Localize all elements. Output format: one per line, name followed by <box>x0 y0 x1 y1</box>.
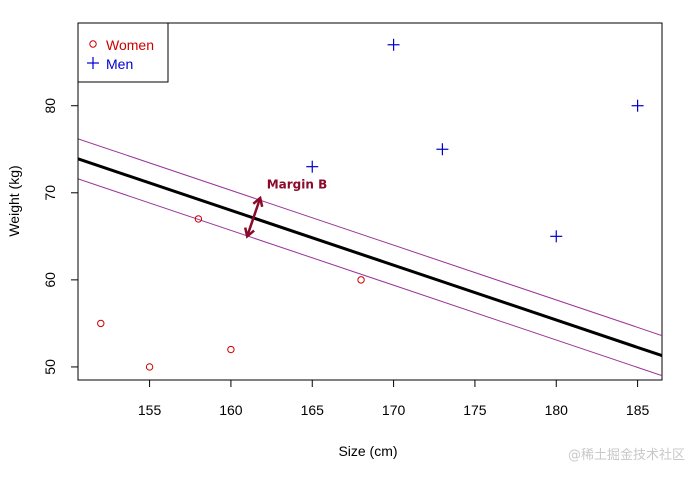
women-point-3 <box>227 345 235 354</box>
y-tick-label-60: 60 <box>42 272 58 288</box>
points-layer <box>97 38 644 371</box>
decision-boundary-line <box>78 157 662 358</box>
men-point-4 <box>631 99 644 112</box>
x-tick-label-165: 165 <box>301 402 325 418</box>
x-tick-label-180: 180 <box>545 402 569 418</box>
margin-label: Margin B <box>267 177 328 191</box>
legend-box <box>77 22 169 83</box>
annotation-layer: Margin B <box>243 177 328 239</box>
women-point-4 <box>357 276 365 284</box>
x-tick-label-155: 155 <box>138 402 162 418</box>
y-tick-label-50: 50 <box>42 359 58 375</box>
upper-margin-line <box>78 138 662 337</box>
x-axis-label: Size (cm) <box>338 443 397 459</box>
men-point-2 <box>436 143 449 156</box>
men-point-0 <box>306 160 319 173</box>
margin-arrow-shaft <box>245 197 262 237</box>
women-point-0 <box>97 319 105 328</box>
x-tick-label-175: 175 <box>463 402 487 418</box>
y-tick-label-70: 70 <box>42 185 58 201</box>
y-axis-label: Weight (kg) <box>6 165 22 236</box>
men-point-3 <box>550 230 563 243</box>
men-point-1 <box>387 38 400 51</box>
legend-symbol-women <box>89 40 97 48</box>
x-tick-label-185: 185 <box>626 402 650 418</box>
margin-arrow-head-top <box>252 195 264 208</box>
women-point-1 <box>145 363 154 371</box>
y-axis: 50 60 70 80 <box>42 98 79 375</box>
legend-label-men: Men <box>106 56 133 72</box>
lines-layer <box>78 138 662 377</box>
margin-arrow-head-bottom <box>243 227 255 239</box>
watermark-text: @稀土掘金技术社区 <box>567 448 685 463</box>
x-tick-label-170: 170 <box>382 402 406 418</box>
y-tick-label-80: 80 <box>42 98 58 114</box>
legend: Women Men <box>77 22 169 83</box>
x-tick-label-160: 160 <box>219 402 243 418</box>
lower-margin-line <box>78 178 662 377</box>
x-axis: 155 160 165 170 175 180 185 <box>138 379 650 418</box>
women-point-2 <box>194 215 203 223</box>
legend-label-women: Women <box>106 37 154 53</box>
